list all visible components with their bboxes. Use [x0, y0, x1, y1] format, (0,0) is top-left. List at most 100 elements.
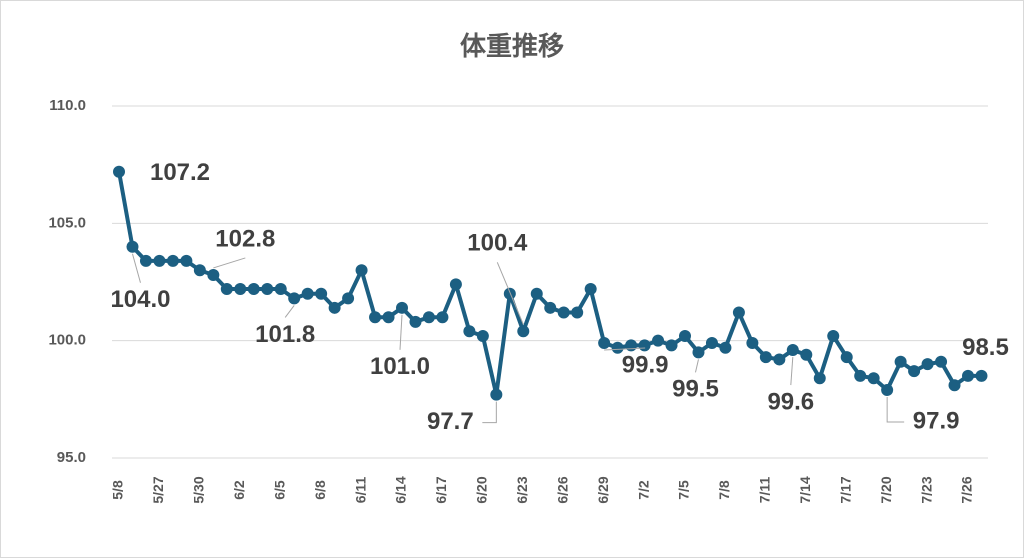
marker [139, 254, 152, 267]
data-label: 107.2 [150, 159, 210, 186]
marker [126, 240, 139, 253]
marker [571, 306, 584, 319]
marker [503, 287, 516, 300]
marker [705, 337, 718, 350]
data-label: 100.4 [467, 230, 528, 257]
marker [247, 283, 260, 296]
marker [598, 337, 611, 350]
x-tick-label: 6/14 [393, 476, 409, 503]
marker [840, 351, 853, 364]
marker [396, 301, 408, 314]
marker [921, 358, 934, 371]
marker [719, 341, 732, 354]
marker [652, 334, 665, 347]
marker [800, 348, 813, 361]
leader-line [213, 257, 246, 269]
chart-title: 体重推移 [460, 31, 564, 61]
marker [773, 353, 786, 366]
marker [261, 283, 274, 296]
marker [355, 264, 368, 277]
x-tick-label: 7/20 [878, 476, 894, 503]
marker [813, 372, 826, 385]
marker [962, 369, 974, 382]
x-tick-label: 7/14 [797, 476, 813, 503]
x-tick-label: 6/23 [514, 476, 530, 503]
marker [166, 254, 179, 267]
leader-line [482, 401, 497, 424]
marker [894, 355, 907, 368]
marker [625, 339, 638, 352]
y-tick-label: 95.0 [57, 449, 86, 466]
x-tick-label: 6/11 [352, 477, 368, 504]
marker [301, 287, 314, 300]
marker [382, 311, 395, 324]
marker [207, 268, 220, 281]
x-tick-label: 7/2 [635, 480, 651, 500]
marker [611, 341, 624, 354]
x-tick-label: 7/26 [959, 476, 975, 503]
data-label: 102.8 [215, 225, 275, 252]
x-tick-label: 6/17 [433, 476, 449, 503]
marker [422, 311, 435, 324]
x-tick-label: 6/8 [312, 480, 328, 500]
y-tick-label: 110.0 [49, 97, 86, 114]
marker [584, 283, 597, 296]
marker [342, 292, 355, 305]
leader-line [790, 357, 794, 386]
marker [881, 383, 894, 396]
data-label: 101.8 [255, 321, 315, 348]
marker [759, 351, 772, 364]
marker [827, 329, 840, 342]
marker [369, 311, 382, 324]
marker [490, 388, 503, 401]
marker [679, 329, 691, 342]
marker [948, 379, 961, 392]
x-tick-label: 5/30 [191, 476, 207, 503]
y-tick-label: 105.0 [48, 214, 86, 231]
marker [315, 287, 328, 300]
data-label: 98.5 [962, 334, 1009, 361]
marker [220, 283, 233, 296]
marker [476, 329, 489, 342]
data-label: 97.7 [427, 408, 474, 435]
marker [854, 369, 867, 382]
marker [530, 287, 543, 300]
marker [908, 365, 921, 378]
x-tick-label: 7/8 [716, 480, 732, 500]
x-tick-label: 7/23 [918, 476, 934, 503]
marker [692, 346, 705, 359]
data-label: 104.0 [110, 286, 170, 313]
marker [544, 301, 557, 314]
x-tick-label: 5/27 [150, 476, 166, 503]
marker [557, 306, 570, 319]
marker [665, 339, 678, 352]
data-label: 99.5 [672, 376, 719, 403]
marker [234, 283, 247, 296]
leader-line [496, 262, 524, 325]
data-label: 99.6 [767, 388, 814, 415]
data-label: 97.9 [913, 407, 960, 434]
x-tick-label: 6/26 [554, 476, 570, 503]
marker [517, 325, 530, 338]
marker [180, 254, 193, 267]
x-tick-label: 6/5 [271, 480, 287, 500]
x-tick-label: 7/17 [837, 476, 853, 503]
leader-line [284, 305, 295, 318]
x-tick-label: 5/8 [110, 480, 126, 500]
marker [288, 292, 301, 305]
marker [638, 339, 651, 352]
leader-line [886, 396, 905, 423]
x-tick-label: 6/20 [474, 476, 490, 503]
marker [732, 306, 745, 319]
marker [436, 311, 449, 324]
marker [274, 283, 287, 296]
leader-line [604, 347, 646, 351]
x-tick-label: 6/29 [595, 476, 611, 503]
marker [328, 301, 341, 314]
marker [867, 372, 880, 385]
y-tick-label: 100.0 [48, 332, 86, 349]
marker [463, 325, 476, 338]
data-label: 101.0 [370, 353, 430, 380]
marker [193, 264, 206, 277]
